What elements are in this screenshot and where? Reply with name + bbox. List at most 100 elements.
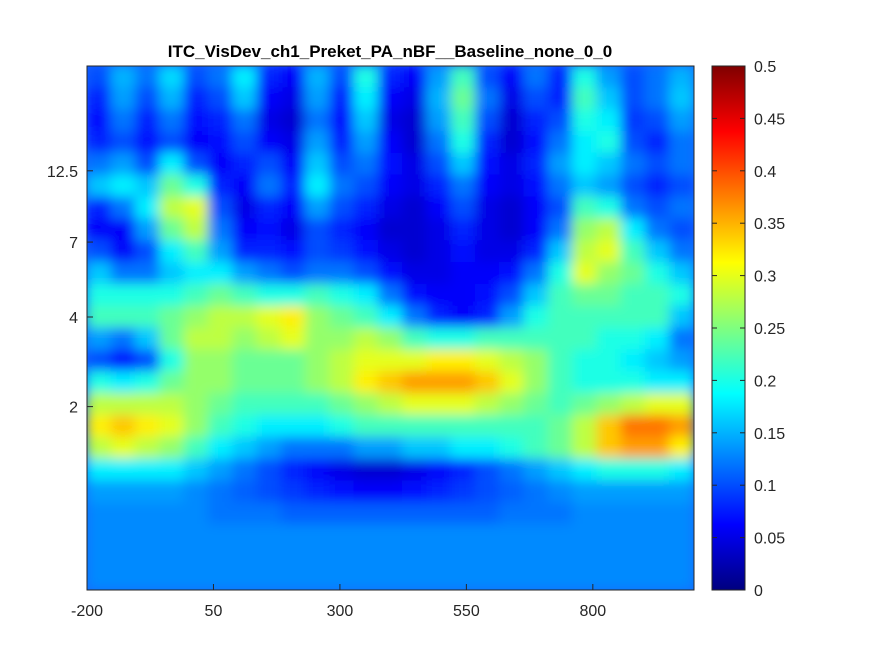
heatmap-cell	[353, 87, 379, 111]
heatmap-cell	[669, 152, 694, 176]
heatmap-cell	[644, 414, 671, 438]
heatmap-cell	[547, 131, 574, 154]
heatmap-cell	[377, 414, 404, 438]
heatmap-cell	[207, 218, 234, 242]
heatmap-cell	[572, 262, 598, 285]
heatmap-cell	[523, 87, 549, 111]
heatmap-cell	[110, 436, 137, 460]
y-tick-label: 12.5	[47, 164, 78, 181]
heatmap-cell	[450, 349, 476, 373]
heatmap-cell	[87, 283, 112, 307]
heatmap-cell	[596, 545, 622, 569]
heatmap-cell	[596, 283, 622, 307]
heatmap-cell	[450, 196, 476, 220]
heatmap-cell	[402, 458, 428, 482]
heatmap-cell	[207, 567, 234, 590]
heatmap-cell	[499, 524, 525, 547]
heatmap-cell	[280, 152, 307, 176]
heatmap-cell	[232, 218, 258, 242]
heatmap-cell	[183, 458, 209, 482]
heatmap-cell	[450, 524, 476, 547]
heatmap-cell	[644, 502, 671, 525]
heatmap-cell	[572, 87, 598, 111]
heatmap-cell	[402, 480, 428, 504]
heatmap-cell	[450, 502, 476, 525]
heatmap-cell	[402, 87, 428, 111]
heatmap-cell	[499, 109, 525, 132]
heatmap-cell	[87, 174, 112, 198]
heatmap-cell	[523, 174, 549, 198]
heatmap-cell	[596, 174, 622, 198]
heatmap-cell	[183, 524, 209, 547]
heatmap-cell	[256, 458, 282, 482]
heatmap-cell	[426, 524, 452, 547]
heatmap-cell	[547, 87, 574, 111]
heatmap-cell	[232, 567, 258, 590]
heatmap-cell	[256, 371, 282, 394]
heatmap-cell	[135, 131, 161, 154]
heatmap-cell	[207, 87, 234, 111]
heatmap-cell	[499, 545, 525, 569]
heatmap-cell	[135, 218, 161, 242]
heatmap-cell	[159, 393, 185, 416]
heatmap-cell	[377, 567, 404, 590]
heatmap-cell	[329, 567, 355, 590]
heatmap-cell	[159, 240, 185, 263]
heatmap-cell	[644, 66, 671, 89]
heatmap-cell	[329, 283, 355, 307]
heatmap-cell	[402, 327, 428, 351]
heatmap-cell	[474, 240, 501, 263]
heatmap-cell	[256, 240, 282, 263]
heatmap-cell	[110, 414, 137, 438]
heatmap-cell	[572, 458, 598, 482]
heatmap-cell	[572, 218, 598, 242]
heatmap-cell	[669, 87, 694, 111]
heatmap-cell	[87, 196, 112, 220]
heatmap-cell	[280, 240, 307, 263]
heatmap-cell	[353, 305, 379, 329]
heatmap-cell	[596, 131, 622, 154]
heatmap-cell	[402, 371, 428, 394]
heatmap-cell	[523, 218, 549, 242]
heatmap-cell	[329, 349, 355, 373]
heatmap-cell	[669, 480, 694, 504]
heatmap-cell	[572, 414, 598, 438]
heatmap-cell	[547, 240, 574, 263]
heatmap-cell	[547, 567, 574, 590]
heatmap-cell	[450, 218, 476, 242]
heatmap-cell	[596, 196, 622, 220]
heatmap-cell	[426, 131, 452, 154]
heatmap-cell	[474, 480, 501, 504]
heatmap-cell	[280, 393, 307, 416]
heatmap-cell	[523, 305, 549, 329]
heatmap-cell	[353, 196, 379, 220]
heatmap-cell	[110, 371, 137, 394]
heatmap-cell	[256, 109, 282, 132]
heatmap-cell	[644, 567, 671, 590]
heatmap-cell	[620, 480, 646, 504]
heatmap-cell	[280, 436, 307, 460]
heatmap-cell	[135, 436, 161, 460]
heatmap-cell	[499, 502, 525, 525]
heatmap-cell	[596, 240, 622, 263]
heatmap-cell	[305, 87, 331, 111]
y-axis: 12.5 7 4 2	[47, 164, 93, 417]
heatmap-cell	[256, 545, 282, 569]
heatmap-cell	[402, 262, 428, 285]
colorbar-ticks: 0 0.05 0.1 0.15 0.2 0.25 0.3 0.35 0.4 0.45 0.5	[712, 59, 785, 600]
heatmap-cell	[474, 414, 501, 438]
heatmap-cell	[183, 152, 209, 176]
heatmap-cell	[207, 524, 234, 547]
heatmap-cell	[426, 545, 452, 569]
heatmap-cell	[620, 414, 646, 438]
heatmap-cell	[450, 305, 476, 329]
heatmap-cell	[596, 502, 622, 525]
heatmap-cell	[547, 349, 574, 373]
heatmap-cell	[280, 283, 307, 307]
heatmap-cell	[353, 524, 379, 547]
heatmap-cell	[377, 371, 404, 394]
heatmap-cell	[499, 327, 525, 351]
heatmap-cell	[329, 436, 355, 460]
heatmap-cell	[572, 480, 598, 504]
